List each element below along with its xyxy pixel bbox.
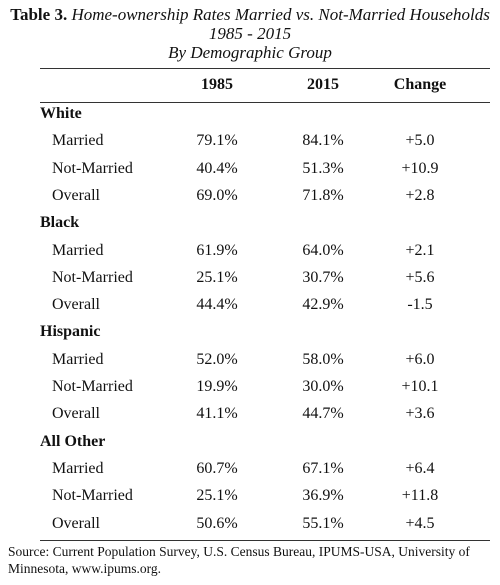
subtitle: 1985 - 2015 (208, 24, 292, 43)
cell: 30.7% (302, 268, 344, 286)
cell: 30.0% (302, 378, 344, 395)
group-label: Black (40, 214, 80, 232)
cell: 36.9% (302, 487, 344, 505)
cell: +2.1 (405, 241, 435, 259)
cell: 44.7% (302, 405, 344, 423)
column-header: Change (393, 76, 447, 93)
cell: +11.8 (401, 487, 439, 505)
cell: 71.8% (302, 186, 344, 204)
cell: 51.3% (302, 159, 344, 177)
cell: +2.8 (405, 186, 435, 204)
table-label: Table 3. (10, 5, 68, 24)
cell: +10.9 (401, 159, 439, 177)
cell: -1.5 (407, 296, 433, 314)
cell: 50.6% (196, 514, 238, 532)
cell: +5.6 (405, 268, 435, 286)
group-label: All Other (40, 432, 106, 450)
cell: 44.4% (196, 296, 238, 314)
rule (40, 540, 490, 541)
cell: 67.1% (302, 459, 344, 477)
row-label: Married (52, 350, 104, 368)
row-label: Not-Married (52, 487, 133, 505)
cell: 58.0% (302, 350, 344, 368)
subtitle: By Demographic Group (168, 43, 332, 62)
cell: 52.0% (196, 350, 238, 368)
cell: 69.0% (196, 186, 238, 204)
cell: +3.6 (405, 405, 435, 423)
cell: 79.1% (196, 132, 238, 150)
row-label: Overall (52, 186, 100, 204)
row-label: Married (52, 241, 104, 259)
row-label: Overall (52, 405, 100, 423)
cell: 64.0% (302, 241, 344, 259)
cell: +4.5 (405, 514, 435, 532)
column-header: 1985 (201, 76, 233, 93)
row-label: Not-Married (52, 159, 133, 177)
cell: +5.0 (405, 132, 435, 150)
cell: 19.9% (196, 378, 238, 395)
cell: 41.1% (196, 405, 238, 423)
cell: +6.4 (405, 459, 435, 477)
cell: +6.0 (405, 350, 435, 368)
row-label: Married (52, 132, 104, 150)
cell: 40.4% (196, 159, 238, 177)
row-label: Married (52, 459, 104, 477)
column-header: 2015 (307, 76, 339, 93)
cell: 42.9% (302, 296, 344, 314)
cell: 55.1% (302, 514, 344, 532)
cell: 61.9% (196, 241, 238, 259)
cell: 25.1% (196, 268, 238, 286)
row-label: Overall (52, 514, 100, 532)
cell: 60.7% (196, 459, 238, 477)
cell: 84.1% (302, 132, 344, 150)
row-label: Not-Married (52, 268, 133, 286)
cell: 25.1% (196, 487, 238, 505)
row-label: Overall (52, 296, 100, 314)
title-line: Table 3. Home-ownership Rates Married vs… (0, 5, 500, 24)
rule (40, 102, 490, 103)
group-label: White (40, 105, 82, 122)
row-label: Not-Married (52, 378, 133, 395)
table-title: Home-ownership Rates Married vs. Not-Mar… (71, 5, 490, 24)
group-label: Hispanic (40, 323, 101, 341)
source-note: Source: Current Population Survey, U.S. … (8, 544, 470, 576)
cell: +10.1 (401, 378, 439, 395)
rule (40, 68, 490, 69)
